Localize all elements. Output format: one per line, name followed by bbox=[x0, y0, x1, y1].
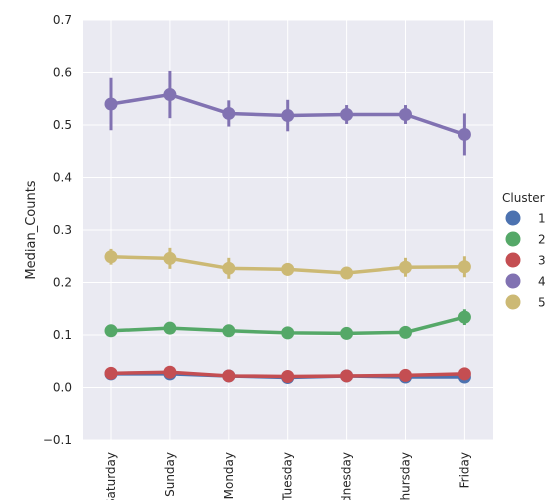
data-point bbox=[340, 326, 354, 340]
data-point bbox=[340, 266, 354, 280]
y-axis-label: Median_Counts bbox=[24, 180, 39, 279]
legend-label: 4 bbox=[538, 275, 546, 289]
data-point bbox=[222, 369, 236, 383]
data-point bbox=[457, 127, 471, 141]
x-tick-labels: Saturday Sunday Monday Tuesday Wednesday Thur… bbox=[104, 452, 471, 500]
y-tick-label: 0.7 bbox=[53, 13, 72, 27]
data-point bbox=[163, 251, 177, 265]
data-point bbox=[340, 108, 354, 121]
x-tick-label: Thursday bbox=[399, 452, 413, 500]
data-point bbox=[399, 325, 412, 339]
data-point bbox=[340, 369, 354, 383]
legend-marker bbox=[505, 210, 521, 226]
legend-marker bbox=[505, 273, 521, 289]
legend-marker bbox=[505, 252, 521, 268]
data-point bbox=[222, 261, 236, 275]
y-tick-label: 0.3 bbox=[53, 223, 72, 237]
data-point bbox=[222, 324, 236, 338]
data-point bbox=[281, 369, 295, 383]
x-tick-label: Monday bbox=[222, 452, 236, 499]
data-point bbox=[104, 250, 118, 264]
data-point bbox=[163, 88, 177, 102]
y-tick-label: −0.1 bbox=[43, 433, 72, 447]
data-point bbox=[281, 326, 295, 340]
x-tick-label: Saturday bbox=[104, 452, 118, 500]
data-point bbox=[281, 109, 295, 123]
legend: Cluster 1 2 3 4 5 bbox=[502, 191, 546, 310]
x-tick-label: Tuesday bbox=[281, 452, 295, 500]
data-point bbox=[104, 324, 118, 338]
legend-label: 2 bbox=[538, 233, 546, 247]
data-point bbox=[163, 321, 177, 335]
y-tick-label: 0.1 bbox=[53, 328, 72, 342]
data-point bbox=[399, 108, 412, 121]
data-point bbox=[163, 365, 177, 379]
legend-label: 1 bbox=[538, 212, 546, 226]
series-4 bbox=[104, 70, 471, 156]
y-tick-label: 0.5 bbox=[53, 118, 72, 132]
legend-title: Cluster bbox=[502, 191, 545, 205]
series-2 bbox=[104, 309, 471, 340]
y-tick-label: 0.2 bbox=[53, 276, 72, 290]
data-point bbox=[399, 260, 412, 274]
legend-label: 3 bbox=[538, 254, 546, 268]
x-tick-label: Sunday bbox=[163, 452, 177, 497]
data-point bbox=[104, 366, 118, 380]
series-3 bbox=[104, 365, 471, 383]
data-point bbox=[222, 106, 236, 120]
data-point bbox=[457, 367, 471, 381]
y-tick-label: 0.0 bbox=[53, 381, 72, 395]
x-tick-label: Wednesday bbox=[340, 452, 354, 500]
data-point bbox=[457, 260, 471, 274]
data-point bbox=[104, 97, 118, 111]
legend-marker bbox=[505, 231, 521, 247]
x-tick-label: Friday bbox=[457, 452, 471, 488]
data-point bbox=[281, 262, 295, 276]
y-tick-label: 0.6 bbox=[53, 66, 72, 80]
legend-marker bbox=[505, 294, 521, 310]
legend-label: 5 bbox=[538, 296, 546, 310]
y-tick-label: 0.4 bbox=[53, 171, 72, 185]
data-point bbox=[399, 368, 412, 382]
data-point bbox=[457, 310, 471, 324]
series-5 bbox=[104, 247, 471, 280]
